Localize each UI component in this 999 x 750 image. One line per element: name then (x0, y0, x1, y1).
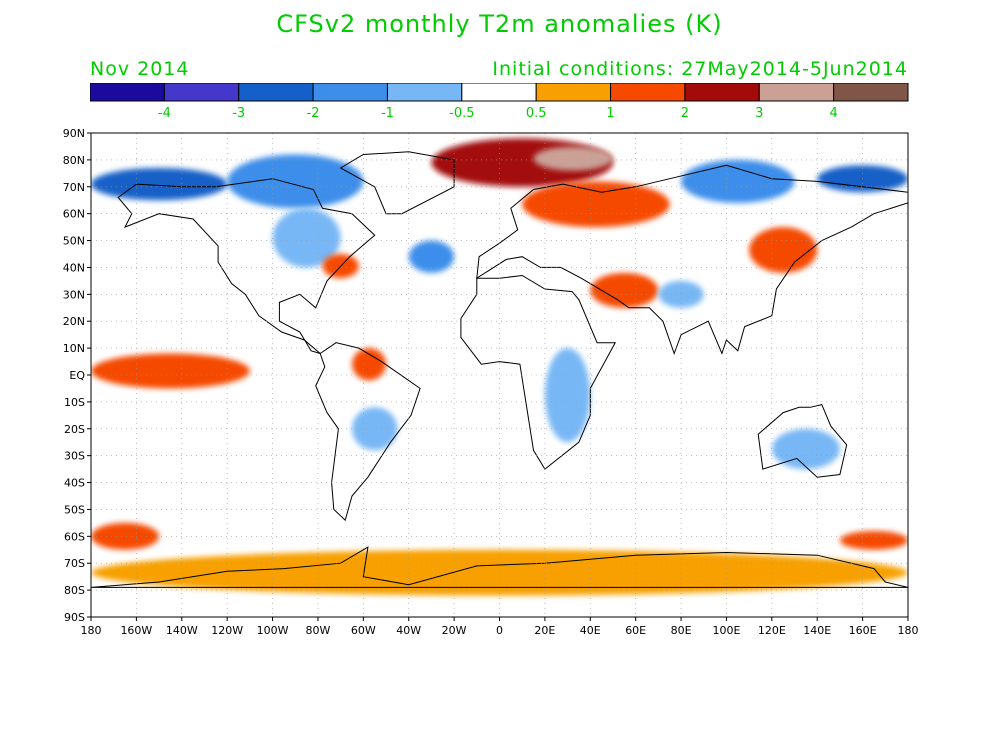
coastline (117, 178, 376, 354)
lat-tick-label: 80N (63, 154, 85, 167)
lon-tick-label: 40W (396, 624, 421, 637)
valid-period: Nov 2014 (90, 58, 190, 80)
anomaly-region (91, 353, 250, 389)
coastline (757, 404, 848, 478)
lon-tick-label: 100W (257, 624, 289, 637)
anomaly-region (522, 181, 670, 228)
anomaly-region (544, 348, 591, 443)
lat-tick-label: 30N (63, 288, 85, 301)
coastline (315, 342, 421, 522)
anomaly-region (91, 167, 228, 201)
anomaly-region (272, 208, 341, 268)
lat-tick-label: 60S (64, 530, 85, 543)
lat-tick-label: 90S (64, 611, 85, 624)
lat-tick-label: 80S (64, 584, 85, 597)
colorbar-label: -2 (307, 106, 320, 121)
lat-tick-label: EQ (69, 369, 85, 382)
lat-tick-label: 60N (63, 208, 85, 221)
lon-tick-label: 100E (712, 624, 740, 637)
lat-tick-label: 20S (64, 423, 85, 436)
anomaly-region (533, 146, 613, 171)
colorbar: -4 -3 -2 -1 -0.5 0.5 1 2 3 4 (90, 83, 909, 121)
lon-tick-label: 60W (351, 624, 376, 637)
lat-tick-label: 30S (64, 450, 85, 463)
lon-tick-label: 140E (803, 624, 831, 637)
lon-tick-label: 40E (580, 624, 601, 637)
colorbar-label: 3 (755, 106, 763, 121)
lon-tick-label: 180 (81, 624, 102, 637)
colorbar-label: 0.5 (526, 106, 547, 121)
anomaly-region (771, 428, 840, 470)
lon-tick-label: 80W (306, 624, 331, 637)
lat-tick-label: 70N (63, 181, 85, 194)
colorbar-label: 2 (681, 106, 689, 121)
colorbar-label: 4 (829, 106, 837, 121)
lon-tick-label: 0 (496, 624, 503, 637)
lon-tick-label: 140W (166, 624, 198, 637)
lat-tick-label: 50N (63, 235, 85, 248)
anomaly-region (839, 530, 908, 550)
anomaly-region (227, 154, 364, 209)
colorbar-label: -4 (158, 106, 171, 121)
coastline (91, 546, 908, 588)
lon-tick-label: 20W (442, 624, 467, 637)
anomaly-region (91, 549, 908, 596)
anomaly-region (408, 240, 455, 273)
colorbar-label: -1 (381, 106, 394, 121)
colorbar-label: -3 (232, 106, 245, 121)
anomaly-region (681, 159, 795, 203)
lat-tick-label: 40N (63, 261, 85, 274)
lat-tick-label: 70S (64, 557, 85, 570)
colorbar-label: -0.5 (449, 106, 474, 121)
lat-tick-label: 90N (63, 127, 85, 140)
colorbar-label: 1 (606, 106, 614, 121)
lon-tick-label: 60E (625, 624, 646, 637)
lon-tick-label: 180 (898, 624, 919, 637)
lat-tick-label: 50S (64, 503, 85, 516)
lon-tick-label: 120W (211, 624, 243, 637)
coastline (339, 151, 455, 215)
lon-tick-label: 120E (758, 624, 786, 637)
lat-tick-label: 10N (63, 342, 85, 355)
colorbar-swatch (833, 83, 909, 102)
lon-tick-label: 80E (671, 624, 692, 637)
lat-tick-label: 10S (64, 396, 85, 409)
lon-tick-label: 160E (849, 624, 877, 637)
lon-tick-label: 160W (120, 624, 152, 637)
coastline (460, 274, 617, 470)
anomaly-region (749, 227, 818, 273)
anomaly-region (590, 272, 659, 308)
map-title: CFSv2 monthly T2m anomalies (K) (276, 10, 723, 38)
lat-tick-label: 40S (64, 477, 85, 490)
lon-tick-label: 20E (534, 624, 555, 637)
anomaly-region (91, 522, 160, 550)
initial-conditions: Initial conditions: 27May2014-5Jun2014 (492, 58, 908, 80)
anomaly-region (351, 348, 387, 381)
coastline (476, 164, 908, 355)
anomaly-region (351, 407, 398, 451)
lat-tick-label: 20N (63, 315, 85, 328)
